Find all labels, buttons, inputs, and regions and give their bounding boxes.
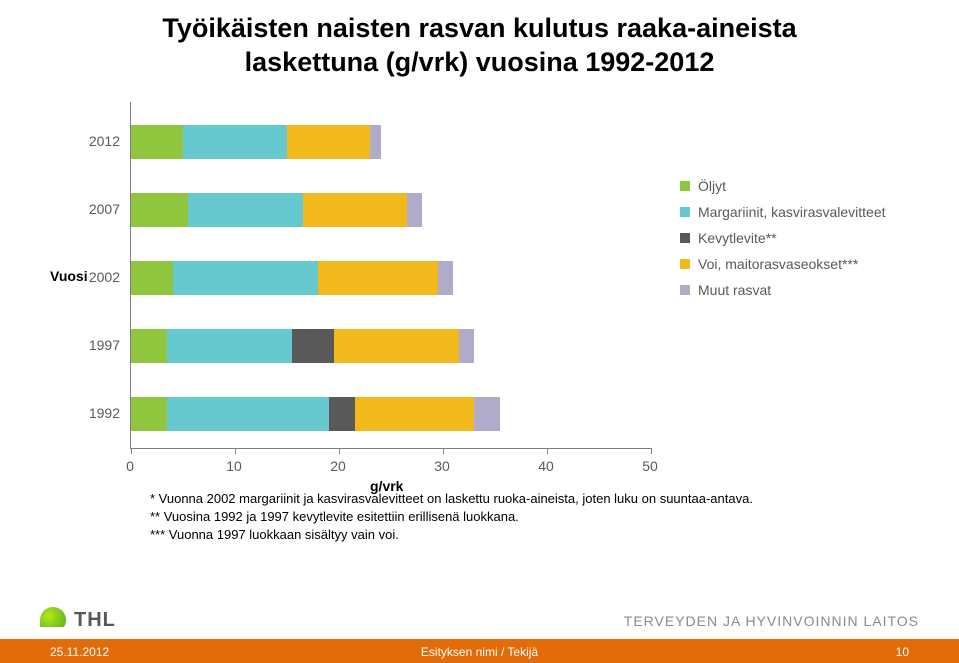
- x-tick: [235, 448, 236, 454]
- bar-row: [131, 329, 474, 363]
- bar-segment: [167, 329, 292, 363]
- legend-item: Kevytlevite**: [680, 230, 940, 246]
- bar-segment: [459, 329, 475, 363]
- bar-segment: [438, 261, 454, 295]
- y-tick-label: 1992: [40, 405, 120, 421]
- bar-segment: [370, 125, 380, 159]
- x-tick-label: 10: [226, 458, 242, 474]
- x-tick: [339, 448, 340, 454]
- footer-page: 10: [896, 645, 909, 659]
- bar-segment: [173, 261, 319, 295]
- tick-top: [130, 102, 131, 108]
- legend-label: Voi, maitorasvaseokset***: [698, 256, 858, 272]
- x-tick: [443, 448, 444, 454]
- legend-item: Voi, maitorasvaseokset***: [680, 256, 940, 272]
- title-line-2: laskettuna (g/vrk) vuosina 1992-2012: [245, 47, 715, 77]
- y-tick-label: 2007: [40, 201, 120, 217]
- footnotes: * Vuonna 2002 margariinit ja kasvirasval…: [150, 490, 753, 545]
- x-tick: [131, 448, 132, 454]
- legend-swatch-icon: [680, 181, 690, 191]
- y-tick-label: 2002: [40, 269, 120, 285]
- slide: Työikäisten naisten rasvan kulutus raaka…: [0, 0, 959, 663]
- legend-swatch-icon: [680, 259, 690, 269]
- bar-segment: [407, 193, 423, 227]
- x-tick-label: 40: [538, 458, 554, 474]
- legend-swatch-icon: [680, 285, 690, 295]
- x-tick-label: 0: [126, 458, 134, 474]
- legend-item: Muut rasvat: [680, 282, 940, 298]
- bar-segment: [167, 397, 328, 431]
- bar-segment: [334, 329, 459, 363]
- footnote-1: * Vuonna 2002 margariinit ja kasvirasval…: [150, 490, 753, 508]
- x-tick-label: 50: [642, 458, 658, 474]
- footnote-2: ** Vuosina 1992 ja 1997 kevytlevite esit…: [150, 508, 753, 526]
- legend-item: Öljyt: [680, 178, 940, 194]
- title-line-1: Työikäisten naisten rasvan kulutus raaka…: [162, 13, 796, 43]
- y-tick-label: 2012: [40, 133, 120, 149]
- legend-label: Öljyt: [698, 178, 726, 194]
- legend-swatch-icon: [680, 207, 690, 217]
- slide-title: Työikäisten naisten rasvan kulutus raaka…: [40, 12, 919, 80]
- bar-segment: [287, 125, 370, 159]
- x-tick-label: 30: [434, 458, 450, 474]
- bar-segment: [131, 397, 167, 431]
- bar-segment: [292, 329, 334, 363]
- footer: 25.11.2012 Esityksen nimi / Tekijä 10: [0, 627, 959, 663]
- bar-segment: [131, 261, 173, 295]
- bar-segment: [183, 125, 287, 159]
- y-tick-label: 1997: [40, 337, 120, 353]
- bar-row: [131, 125, 381, 159]
- footnote-3: *** Vuonna 1997 luokkaan sisältyy vain v…: [150, 526, 753, 544]
- bar-segment: [131, 125, 183, 159]
- bar-segment: [318, 261, 438, 295]
- bar-segment: [188, 193, 302, 227]
- legend-item: Margariinit, kasvirasvalevitteet: [680, 204, 940, 220]
- bar-row: [131, 261, 453, 295]
- chart: Vuosi 20122007200219971992 01020304050 g…: [40, 98, 919, 518]
- bar-segment: [131, 193, 188, 227]
- bar-segment: [474, 397, 500, 431]
- legend-label: Muut rasvat: [698, 282, 771, 298]
- bar-segment: [355, 397, 475, 431]
- legend-label: Margariinit, kasvirasvalevitteet: [698, 204, 886, 220]
- footer-center: Esityksen nimi / Tekijä: [0, 645, 959, 659]
- x-tick-label: 20: [330, 458, 346, 474]
- legend: Öljyt Margariinit, kasvirasvalevitteet Kev…: [680, 168, 940, 308]
- bar-segment: [131, 329, 167, 363]
- bar-segment: [303, 193, 407, 227]
- bar-row: [131, 397, 500, 431]
- x-tick: [651, 448, 652, 454]
- plot-area: [130, 108, 651, 449]
- legend-swatch-icon: [680, 233, 690, 243]
- x-tick: [547, 448, 548, 454]
- legend-label: Kevytlevite**: [698, 230, 777, 246]
- bar-row: [131, 193, 422, 227]
- bar-segment: [329, 397, 355, 431]
